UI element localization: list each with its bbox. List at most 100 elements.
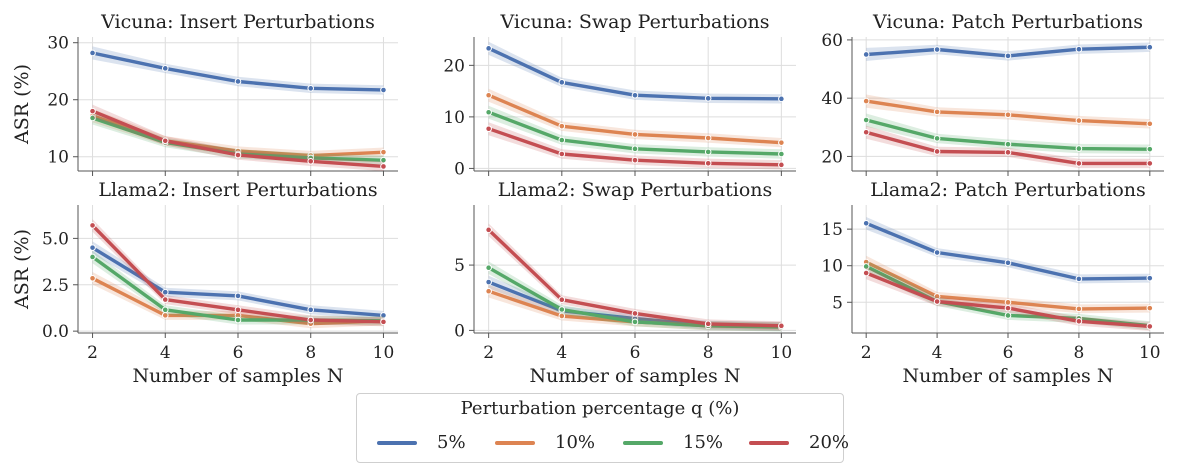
data-point-20	[1075, 160, 1083, 167]
data-point-10	[558, 122, 566, 130]
y-tick-label: 15	[821, 220, 843, 240]
y-tick-label: 5.0	[42, 229, 69, 249]
data-point-10	[862, 97, 870, 105]
data-point-5	[1146, 43, 1154, 51]
data-point-10	[704, 134, 712, 142]
x-axis-label: Number of samples N	[903, 365, 1114, 387]
data-point-15	[161, 306, 169, 314]
x-tick-label: 4	[160, 343, 171, 363]
legend-label-10: 10%	[555, 432, 596, 453]
legend-label-15: 15%	[683, 432, 724, 453]
data-point-10	[631, 131, 639, 138]
panel-title: Vicuna: Insert Perturbations	[100, 11, 375, 33]
data-point-5	[862, 51, 870, 58]
data-point-15	[778, 150, 785, 158]
data-point-15	[1075, 145, 1083, 152]
data-point-5	[307, 306, 315, 314]
data-point-15	[862, 116, 870, 124]
y-tick-label: 0.0	[42, 322, 69, 342]
data-point-10	[485, 287, 492, 295]
data-point-15	[1004, 312, 1012, 319]
data-point-20	[862, 128, 870, 136]
data-point-20	[778, 322, 785, 330]
data-point-5	[778, 95, 785, 103]
series-band-20	[488, 223, 782, 331]
x-tick-label: 10	[373, 343, 395, 363]
x-axis-label: Number of samples N	[530, 365, 741, 387]
data-point-20	[558, 296, 566, 303]
x-tick-label: 2	[483, 343, 494, 363]
data-point-10	[485, 91, 492, 99]
data-point-20	[1075, 317, 1083, 325]
data-point-20	[380, 318, 387, 326]
data-point-20	[234, 306, 242, 314]
legend: Perturbation percentage q (%) 5% 10% 15%…	[356, 393, 849, 463]
legend-swatch-10	[495, 441, 535, 445]
data-point-20	[558, 150, 566, 158]
data-point-15	[631, 145, 639, 153]
legend-swatch-15	[623, 441, 663, 445]
data-point-15	[1146, 145, 1154, 153]
data-point-15	[485, 108, 492, 116]
legend-label-20: 20%	[809, 432, 850, 453]
data-point-20	[485, 125, 492, 133]
y-tick-label: 40	[821, 89, 843, 109]
x-tick-label: 6	[233, 343, 244, 363]
data-point-20	[778, 161, 785, 169]
data-point-15	[485, 264, 492, 271]
y-tick-label: 5	[454, 256, 465, 276]
chart-panel-5: 0 5 2 4 6 8 10 Llama2: Swap Perturbations Number…	[454, 179, 796, 387]
x-tick-label: 10	[1139, 343, 1161, 363]
data-point-5	[485, 45, 492, 52]
data-point-5	[1075, 45, 1083, 53]
data-point-5	[485, 278, 492, 286]
data-point-5	[89, 49, 96, 57]
x-tick-label: 6	[1003, 343, 1014, 363]
data-point-5	[558, 79, 566, 86]
data-point-15	[558, 136, 566, 144]
chart-panel-2: 0 10 20 Vicuna: Swap Perturbations	[443, 11, 796, 179]
y-tick-label: 10	[47, 148, 69, 168]
data-point-20	[933, 298, 941, 305]
data-point-20	[89, 107, 96, 115]
data-point-5	[933, 249, 941, 256]
data-point-20	[1146, 160, 1154, 167]
chart-panel-1: 10 20 30 Vicuna: Insert Perturbations ASR (%…	[11, 11, 398, 176]
y-tick-label: 20	[821, 147, 843, 167]
data-point-15	[933, 135, 941, 142]
data-point-15	[380, 156, 387, 164]
data-point-5	[862, 219, 870, 227]
data-point-5	[307, 85, 315, 92]
data-point-20	[89, 222, 96, 229]
data-point-20	[1146, 323, 1154, 330]
data-point-20	[1004, 304, 1012, 312]
data-point-10	[1146, 120, 1154, 128]
panel-title: Vicuna: Patch Perturbations	[872, 11, 1143, 33]
legend-swatch-5	[377, 441, 417, 445]
legend-swatch-20	[749, 441, 789, 445]
panel-title: Llama2: Insert Perturbations	[98, 179, 377, 201]
data-point-10	[89, 274, 96, 282]
data-point-20	[307, 158, 315, 165]
data-point-20	[161, 296, 169, 303]
y-axis-label: ASR (%)	[11, 64, 33, 145]
y-tick-label: 60	[821, 31, 843, 51]
data-point-20	[933, 148, 941, 155]
data-point-5	[933, 46, 941, 53]
data-point-10	[380, 148, 387, 156]
legend-title: Perturbation percentage q (%)	[460, 398, 740, 419]
x-tick-label: 4	[556, 343, 567, 363]
data-point-15	[234, 316, 242, 324]
x-tick-label: 2	[87, 343, 98, 363]
x-tick-label: 2	[861, 343, 872, 363]
x-tick-label: 4	[932, 343, 943, 363]
data-point-15	[89, 253, 96, 261]
x-axis-label: Number of samples N	[133, 365, 344, 387]
panel-title: Llama2: Swap Perturbations	[498, 179, 773, 201]
y-tick-label: 20	[47, 91, 69, 111]
data-point-5	[380, 86, 387, 94]
x-tick-label: 8	[703, 343, 714, 363]
data-point-15	[862, 263, 870, 270]
data-point-10	[778, 139, 785, 146]
